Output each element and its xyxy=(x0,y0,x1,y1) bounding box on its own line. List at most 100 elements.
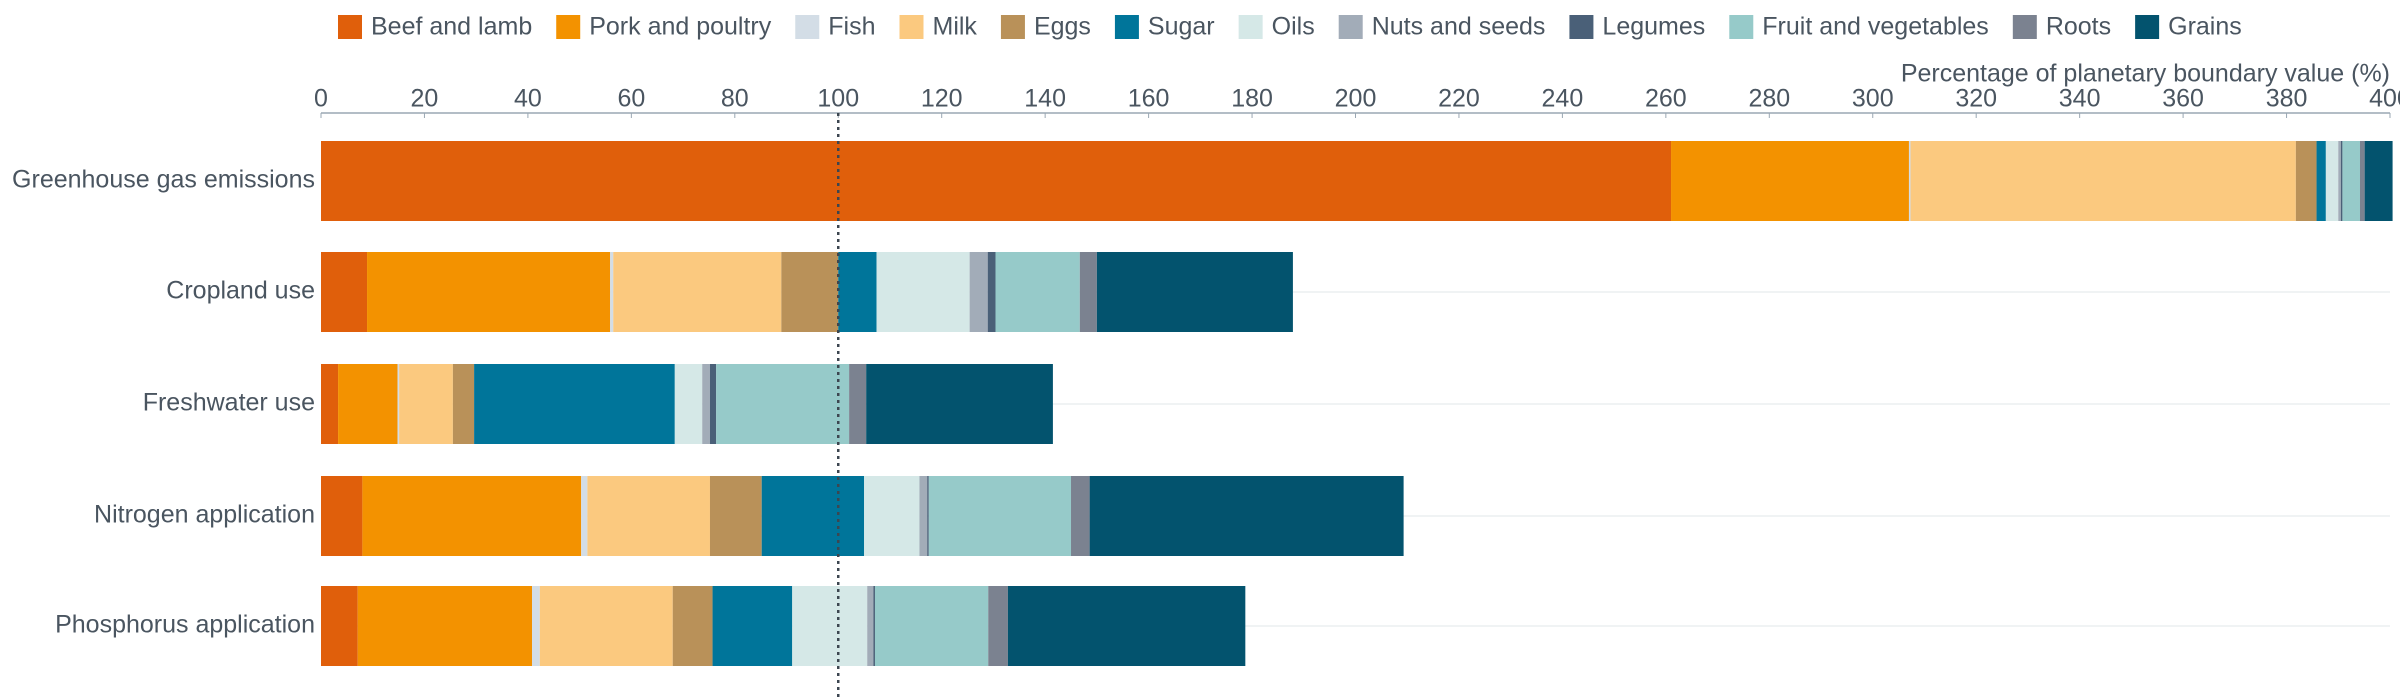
legend-label: Sugar xyxy=(1148,13,1215,41)
bar-segment xyxy=(873,586,875,666)
bar-segment xyxy=(2364,141,2393,221)
y-tick-label: Freshwater use xyxy=(143,389,315,417)
bar-segment xyxy=(581,476,588,556)
x-tick-label: 280 xyxy=(1748,85,1790,113)
bar-segment xyxy=(367,252,611,332)
x-tick-label: 380 xyxy=(2266,85,2308,113)
legend-swatch xyxy=(2135,15,2160,39)
bar-segment xyxy=(2340,141,2343,221)
bar-segment xyxy=(866,364,1053,444)
bar-segment xyxy=(712,586,793,666)
y-tick-label: Nitrogen application xyxy=(94,501,315,529)
bar-segment xyxy=(927,476,929,556)
x-tick-label: 400 xyxy=(2369,85,2400,113)
bar-segment xyxy=(867,586,874,666)
bar-segment xyxy=(452,364,475,444)
bar-segment xyxy=(610,252,614,332)
legend-swatch xyxy=(1569,15,1594,39)
bar-segment xyxy=(321,141,1672,221)
bar-segment xyxy=(995,252,1080,332)
x-tick-label: 180 xyxy=(1231,85,1273,113)
bar-segment xyxy=(838,252,877,332)
bar-segment xyxy=(1089,476,1404,556)
bar-segment xyxy=(702,364,710,444)
x-tick-label: 200 xyxy=(1335,85,1377,113)
legend-swatch xyxy=(1338,15,1363,39)
legend-label: Milk xyxy=(933,13,978,41)
x-tick-label: 100 xyxy=(817,85,859,113)
x-tick-label: 300 xyxy=(1852,85,1894,113)
legend-swatch xyxy=(1114,15,1139,39)
legend-swatch xyxy=(1000,15,1025,39)
bar-segment xyxy=(2325,141,2339,221)
bar-segment xyxy=(539,586,673,666)
bar-segment xyxy=(674,364,703,444)
bar-segment xyxy=(321,252,368,332)
x-tick-label: 140 xyxy=(1024,85,1066,113)
bar-segment xyxy=(1079,252,1097,332)
bar-segment xyxy=(874,586,989,666)
legend-swatch xyxy=(2012,15,2037,39)
bar-segment xyxy=(987,252,996,332)
x-axis-title: Percentage of planetary boundary value (… xyxy=(1901,60,2390,88)
legend-label: Oils xyxy=(1272,13,1315,41)
bar-segment xyxy=(338,364,398,444)
bar-segment xyxy=(1908,141,1911,221)
legend-label: Nuts and seeds xyxy=(1372,13,1546,41)
legend-label: Grains xyxy=(2168,13,2242,41)
bar-segment xyxy=(399,364,453,444)
bar-segment xyxy=(716,364,850,444)
x-tick-label: 20 xyxy=(411,85,439,113)
x-tick-label: 220 xyxy=(1438,85,1480,113)
x-tick-label: 80 xyxy=(721,85,749,113)
legend-label: Legumes xyxy=(1602,13,1705,41)
legend-swatch xyxy=(556,15,581,39)
legend-label: Eggs xyxy=(1034,13,1091,41)
bar-segment xyxy=(849,364,867,444)
x-tick-label: 320 xyxy=(1955,85,1997,113)
bar-segment xyxy=(1671,141,1909,221)
x-tick-label: 0 xyxy=(314,85,328,113)
bar-segment xyxy=(988,586,1008,666)
bar-segment xyxy=(761,476,865,556)
bar-segment xyxy=(792,586,868,666)
bar-segment xyxy=(781,252,839,332)
bar-segment xyxy=(928,476,1072,556)
bar-segment xyxy=(709,364,717,444)
bar-segment xyxy=(1096,252,1293,332)
bar-segment xyxy=(2342,141,2360,221)
bar-segment xyxy=(709,476,762,556)
legend-swatch xyxy=(1729,15,1754,39)
x-tick-label: 240 xyxy=(1542,85,1584,113)
bar-segment xyxy=(321,586,358,666)
legend-label: Fruit and vegetables xyxy=(1762,13,1989,41)
bar-segment xyxy=(1910,141,2296,221)
legend-label: Beef and lamb xyxy=(371,13,532,41)
bar-segment xyxy=(2359,141,2365,221)
bar-segment xyxy=(2316,141,2326,221)
bar-segment xyxy=(532,586,540,666)
bar-segment xyxy=(1007,586,1246,666)
bar-segment xyxy=(672,586,713,666)
bar-segment xyxy=(1071,476,1090,556)
bar-segment xyxy=(613,252,782,332)
x-tick-label: 60 xyxy=(617,85,645,113)
bar-segment xyxy=(919,476,928,556)
bar-segment xyxy=(2338,141,2341,221)
x-tick-label: 260 xyxy=(1645,85,1687,113)
bar-segment xyxy=(362,476,582,556)
legend-label: Fish xyxy=(828,13,875,41)
legend-swatch xyxy=(1238,15,1263,39)
x-tick-label: 160 xyxy=(1128,85,1170,113)
legend-swatch xyxy=(338,15,362,39)
bar-segment xyxy=(876,252,970,332)
y-tick-label: Phosphorus application xyxy=(55,611,315,639)
bar-segment xyxy=(357,586,533,666)
bar-segment xyxy=(2295,141,2317,221)
bar-segment xyxy=(397,364,400,444)
x-tick-label: 40 xyxy=(514,85,542,113)
legend-swatch xyxy=(899,15,924,39)
y-tick-label: Greenhouse gas emissions xyxy=(12,166,315,194)
x-tick-label: 120 xyxy=(921,85,963,113)
